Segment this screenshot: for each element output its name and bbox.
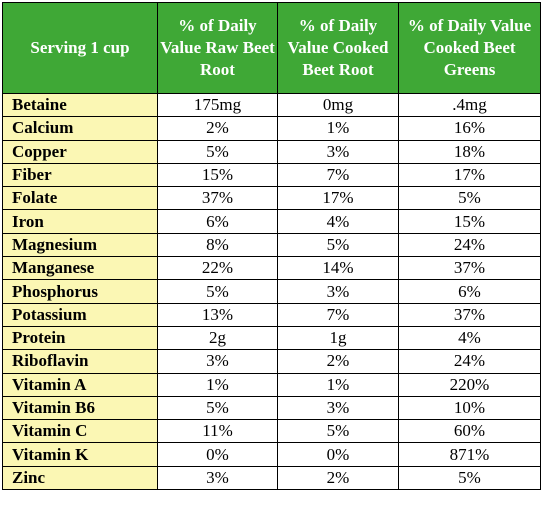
cooked-beet-root-value: 7% [277,302,399,327]
cooked-beet-root-value: 3% [277,395,399,421]
table-row: Riboflavin 3% 2% 24% [2,349,541,374]
cooked-beet-greens-value: 18% [398,139,541,164]
cooked-beet-greens-value: 871% [398,442,541,467]
raw-beet-root-value: 37% [157,186,278,211]
cooked-beet-greens-value: 37% [398,256,541,281]
table-row: Zinc 3% 2% 5% [2,465,541,491]
nutrient-name: Magnesium [2,232,158,258]
nutrient-name: Fiber [2,162,158,188]
raw-beet-root-value: 3% [157,465,278,491]
table-row: Vitamin B6 5% 3% 10% [2,395,541,421]
raw-beet-root-value: 15% [157,162,278,188]
raw-beet-root-value: 6% [157,209,278,234]
nutrient-name: Vitamin B6 [2,395,158,421]
cooked-beet-root-value: 1% [277,116,399,141]
nutrient-name: Vitamin A [2,372,158,397]
table-row: Fiber 15% 7% 17% [2,162,541,188]
raw-beet-root-value: 2g [157,325,278,351]
table-row: Protein 2g 1g 4% [2,325,541,351]
nutrition-table: Serving 1 cup % of Daily Value Raw Beet … [2,2,541,491]
cooked-beet-greens-value: 5% [398,465,541,491]
cooked-beet-greens-value: 24% [398,232,541,258]
raw-beet-root-value: 2% [157,116,278,141]
cooked-beet-greens-value: 60% [398,419,541,444]
nutrient-name: Copper [2,139,158,164]
raw-beet-root-value: 5% [157,139,278,164]
cooked-beet-greens-value: 10% [398,395,541,421]
cooked-beet-root-value: 3% [277,139,399,164]
nutrient-name: Calcium [2,116,158,141]
table-row: Manganese 22% 14% 37% [2,256,541,281]
raw-beet-root-value: 1% [157,372,278,397]
raw-beet-root-value: 0% [157,442,278,467]
cooked-beet-greens-value: 4% [398,325,541,351]
cooked-beet-greens-value: 220% [398,372,541,397]
nutrient-name: Iron [2,209,158,234]
cooked-beet-root-value: 5% [277,419,399,444]
cooked-beet-root-value: 0mg [277,92,399,118]
table-row: Vitamin K 0% 0% 871% [2,442,541,467]
header-row: Serving 1 cup % of Daily Value Raw Beet … [2,2,541,94]
cooked-beet-root-value: 4% [277,209,399,234]
cooked-beet-greens-value: .4mg [398,92,541,118]
cooked-beet-greens-value: 5% [398,186,541,211]
cooked-beet-root-value: 17% [277,186,399,211]
header-serving: Serving 1 cup [2,2,158,94]
cooked-beet-greens-value: 6% [398,279,541,304]
header-cooked-beet-greens: % of Daily Value Cooked Beet Greens [398,2,541,94]
table-row: Iron 6% 4% 15% [2,209,541,234]
nutrient-name: Vitamin C [2,419,158,444]
cooked-beet-root-value: 2% [277,349,399,374]
cooked-beet-greens-value: 15% [398,209,541,234]
cooked-beet-greens-value: 24% [398,349,541,374]
nutrient-name: Riboflavin [2,349,158,374]
cooked-beet-root-value: 14% [277,256,399,281]
table-row: Magnesium 8% 5% 24% [2,232,541,258]
table-row: Vitamin A 1% 1% 220% [2,372,541,397]
table-row: Folate 37% 17% 5% [2,186,541,211]
raw-beet-root-value: 5% [157,395,278,421]
table-row: Vitamin C 11% 5% 60% [2,419,541,444]
nutrient-name: Folate [2,186,158,211]
header-cooked-beet-root: % of Daily Value Cooked Beet Root [277,2,399,94]
header-raw-beet-root: % of Daily Value Raw Beet Root [157,2,278,94]
table-body: Betaine 175mg 0mg .4mg Calcium 2% 1% 16% Copper 5… [2,92,541,491]
table-row: Phosphorus 5% 3% 6% [2,279,541,304]
raw-beet-root-value: 13% [157,302,278,327]
table-row: Betaine 175mg 0mg .4mg [2,92,541,118]
cooked-beet-root-value: 2% [277,465,399,491]
nutrient-name: Protein [2,325,158,351]
nutrient-name: Vitamin K [2,442,158,467]
raw-beet-root-value: 175mg [157,92,278,118]
raw-beet-root-value: 5% [157,279,278,304]
nutrient-name: Manganese [2,256,158,281]
nutrient-name: Betaine [2,92,158,118]
table-row: Copper 5% 3% 18% [2,139,541,164]
cooked-beet-greens-value: 37% [398,302,541,327]
nutrient-name: Zinc [2,465,158,491]
table-header: Serving 1 cup % of Daily Value Raw Beet … [2,2,541,94]
raw-beet-root-value: 8% [157,232,278,258]
cooked-beet-root-value: 3% [277,279,399,304]
raw-beet-root-value: 3% [157,349,278,374]
raw-beet-root-value: 11% [157,419,278,444]
cooked-beet-root-value: 7% [277,162,399,188]
table-row: Potassium 13% 7% 37% [2,302,541,327]
table-row: Calcium 2% 1% 16% [2,116,541,141]
cooked-beet-root-value: 0% [277,442,399,467]
cooked-beet-root-value: 1g [277,325,399,351]
nutrient-name: Potassium [2,302,158,327]
cooked-beet-greens-value: 17% [398,162,541,188]
nutrient-name: Phosphorus [2,279,158,304]
cooked-beet-root-value: 5% [277,232,399,258]
raw-beet-root-value: 22% [157,256,278,281]
cooked-beet-greens-value: 16% [398,116,541,141]
cooked-beet-root-value: 1% [277,372,399,397]
